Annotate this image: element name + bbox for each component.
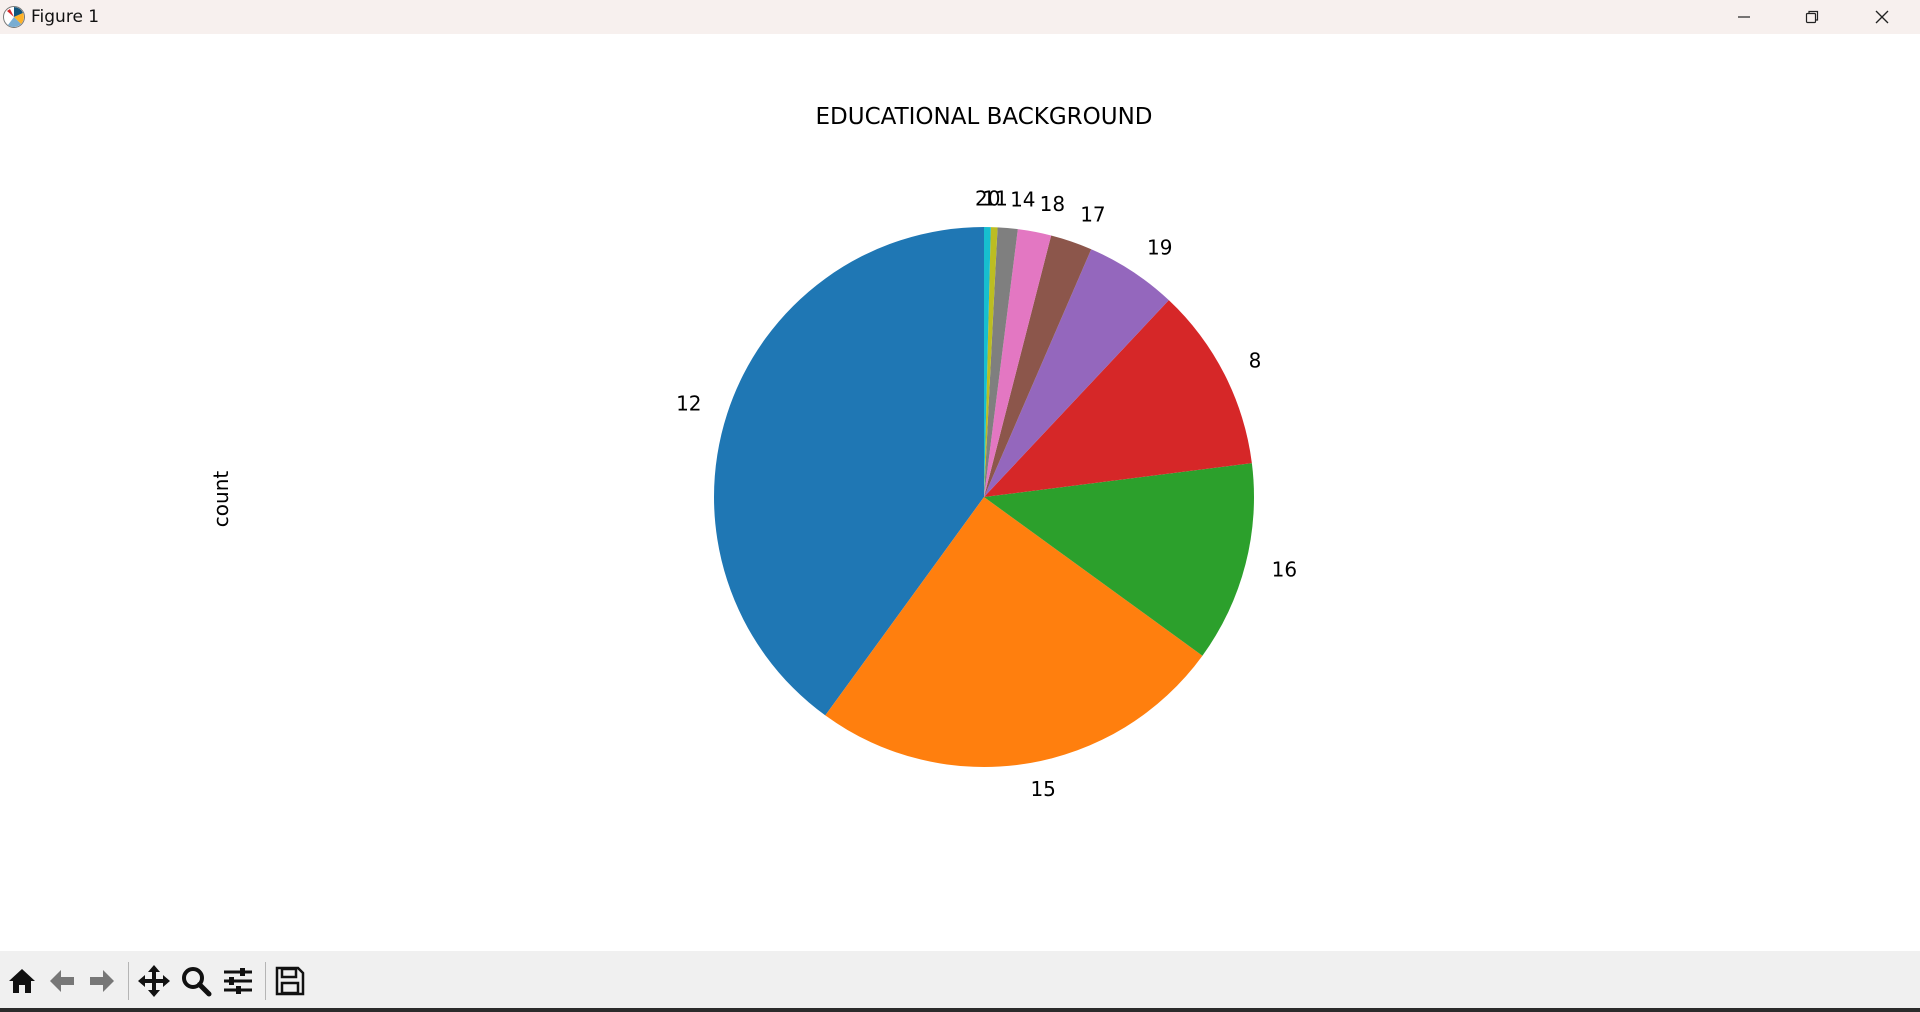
configure-subplots-icon: [224, 968, 252, 994]
minimize-button[interactable]: [1710, 0, 1778, 34]
pie-label-19: 19: [1147, 235, 1172, 259]
restore-icon: [1805, 10, 1819, 24]
navigation-toolbar: [0, 951, 1920, 1009]
pie-label-8: 8: [1249, 349, 1262, 373]
pie-slice-8: [984, 300, 1252, 497]
configure-subplots-button[interactable]: [220, 963, 256, 999]
forward-arrow-icon: [90, 970, 114, 992]
toolbar-separator: [265, 962, 266, 1000]
save-button[interactable]: [272, 963, 308, 999]
pie-label-20: 20: [975, 187, 1000, 211]
y-axis-label: count: [209, 471, 233, 528]
close-icon: [1875, 10, 1889, 24]
pan-button[interactable]: [136, 963, 172, 999]
pie-slice-20: [984, 227, 991, 497]
pie-label-12: 12: [676, 392, 701, 416]
home-icon: [9, 969, 35, 993]
pie-label-18: 18: [1040, 192, 1065, 216]
pan-icon: [138, 965, 170, 997]
pie-slice-11: [984, 227, 998, 497]
home-button[interactable]: [4, 963, 40, 999]
pie-label-14: 14: [1010, 188, 1035, 212]
zoom-icon: [182, 967, 212, 997]
back-arrow-icon: [50, 970, 74, 992]
window-title: Figure 1: [31, 7, 100, 27]
chart-title: EDUCATIONAL BACKGROUND: [816, 104, 1153, 130]
matplotlib-logo-icon: [3, 6, 25, 28]
pie-label-17: 17: [1080, 203, 1105, 227]
pie-slice-19: [984, 249, 1169, 497]
pie-chart: EDUCATIONAL BACKGROUND count 12 15 16 8 19 17…: [209, 104, 1297, 801]
minimize-icon: [1738, 16, 1750, 18]
zoom-button[interactable]: [178, 963, 214, 999]
pie-label-16: 16: [1272, 557, 1297, 581]
window-bottom-border: [0, 1008, 1920, 1012]
pie-label-11: 11: [982, 187, 1007, 211]
pie-slice-18: [984, 229, 1052, 497]
back-button[interactable]: [44, 963, 80, 999]
save-icon: [275, 966, 305, 996]
pie-slice-12: [714, 227, 984, 716]
pie-slice-15: [825, 497, 1203, 767]
pie-slice-14: [984, 227, 1018, 498]
maximize-button[interactable]: [1778, 0, 1846, 34]
title-bar: Figure 1: [0, 0, 1920, 34]
pie-label-15: 15: [1030, 777, 1055, 801]
forward-button[interactable]: [84, 963, 120, 999]
pie-slice-16: [984, 463, 1254, 656]
toolbar-separator: [128, 962, 129, 1000]
pie-slices: [714, 227, 1254, 767]
pie-slice-17: [984, 235, 1092, 497]
figure-canvas[interactable]: EDUCATIONAL BACKGROUND count 12 15 16 8 19 17…: [0, 34, 1920, 951]
close-button[interactable]: [1848, 0, 1916, 34]
